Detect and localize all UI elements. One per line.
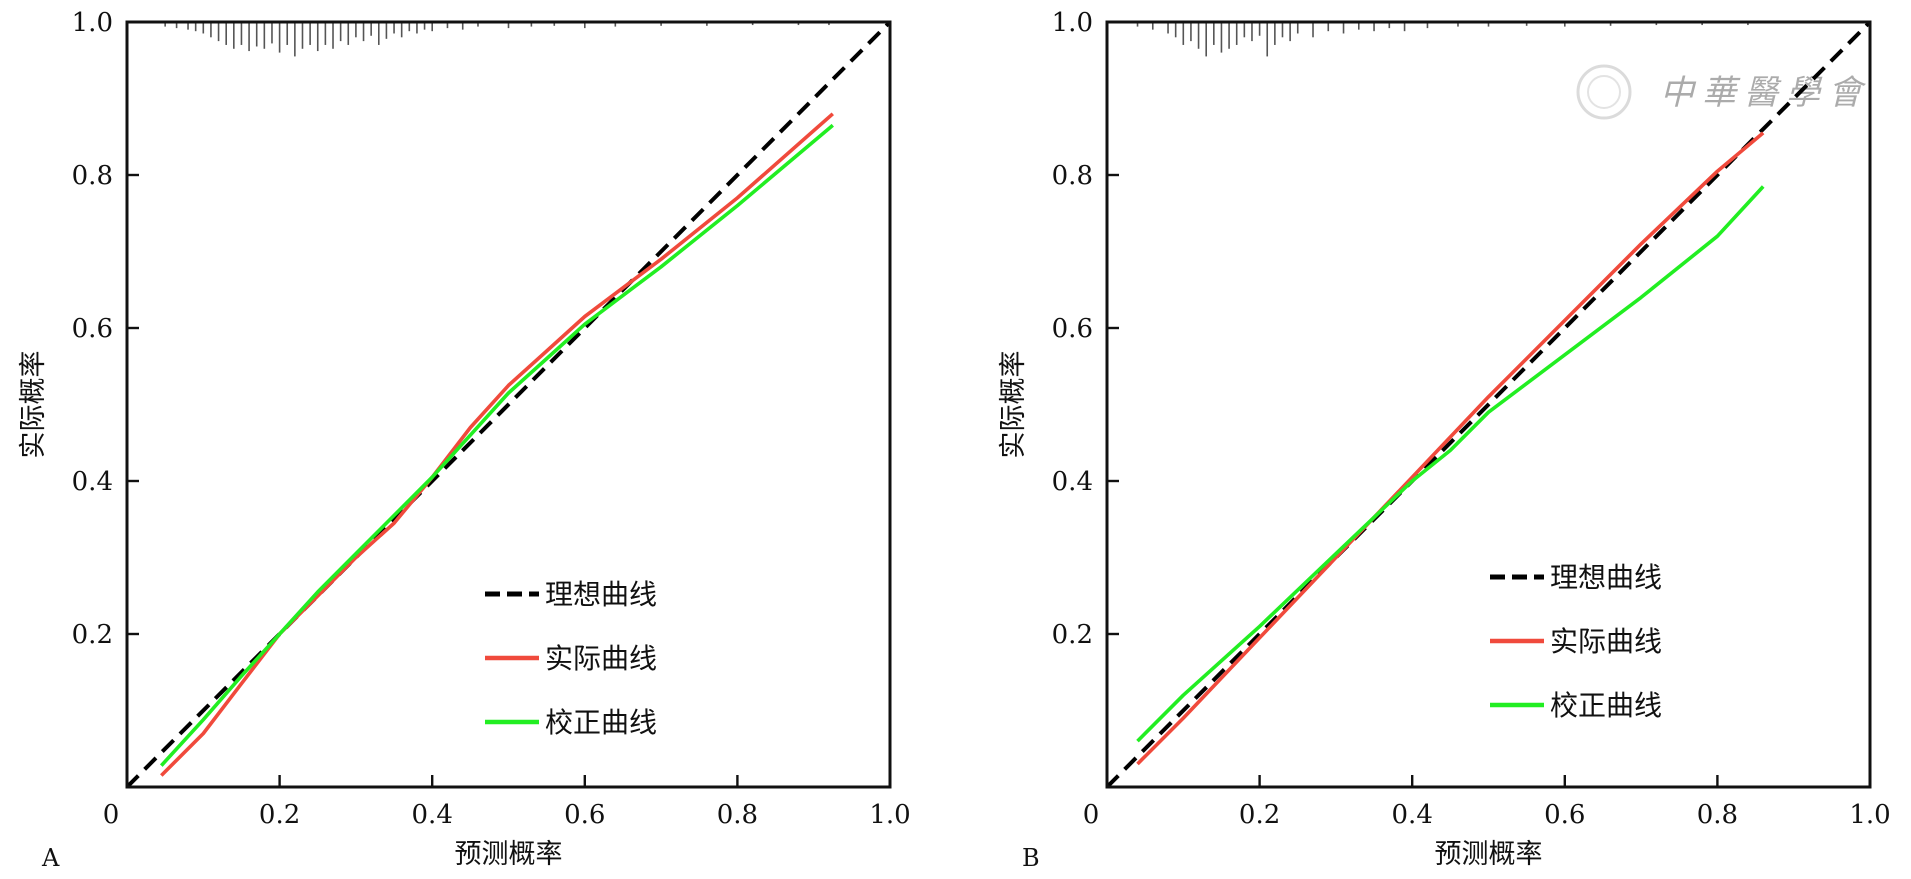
- watermark-seal-icon: [1576, 64, 1632, 120]
- x-axis-label: 预测概率: [1435, 839, 1543, 870]
- panel-label: B: [1022, 844, 1040, 872]
- y-tick-label: 0.8: [1052, 161, 1093, 191]
- y-tick-label: 0.6: [1052, 314, 1093, 344]
- legend-label: 实际曲线: [1550, 625, 1662, 658]
- legend-label: 实际曲线: [545, 642, 657, 675]
- x-tick-label: 0.2: [259, 800, 300, 830]
- panel-b: 0 0.2 0.4 0.6 0.8 1.0 0.2 0.4 0.6 0.8 1.0 预测概率 实际概率 B…: [998, 8, 1891, 872]
- series-line-calibrated: [159, 123, 834, 767]
- y-axis-label: 实际概率: [18, 351, 49, 459]
- x-tick-label: 0.6: [1544, 800, 1585, 830]
- axes-frame: [1105, 20, 1872, 789]
- plot-area: [127, 22, 890, 787]
- axes-frame: [125, 20, 892, 789]
- x-tick-label: 0.4: [412, 800, 453, 830]
- x-tick-label: 1.0: [869, 800, 910, 830]
- y-tick-label: 1.0: [72, 8, 113, 38]
- y-tick-label: 0.8: [72, 161, 113, 191]
- y-tick-label: 0.4: [72, 467, 113, 497]
- legend-label: 校正曲线: [1550, 689, 1662, 722]
- watermark-text: 中華醫學會: [1660, 73, 1870, 113]
- y-tick-label: 0.6: [72, 314, 113, 344]
- x-tick-label: 1.0: [1849, 800, 1890, 830]
- y-axis-label: 实际概率: [998, 351, 1029, 459]
- x-tick-label: 0.2: [1239, 800, 1280, 830]
- x-tick-label: 0: [103, 800, 120, 830]
- watermark-seal-inner: [1587, 75, 1621, 109]
- y-tick-label: 1.0: [1052, 8, 1093, 38]
- panel-a: 0 0.2 0.4 0.6 0.8 1.0 0.2 0.4 0.6 0.8 1.0 预测概率 实际概率 A…: [18, 8, 911, 872]
- x-axis-label: 预测概率: [455, 839, 563, 870]
- watermark: 中華醫學會: [1576, 64, 1870, 120]
- y-tick-label: 0.4: [1052, 467, 1093, 497]
- x-tick-label: 0.8: [717, 800, 758, 830]
- legend-label: 理想曲线: [1550, 561, 1662, 594]
- panel-label: A: [41, 844, 60, 872]
- x-tick-label: 0: [1083, 800, 1100, 830]
- x-tick-label: 0.6: [564, 800, 605, 830]
- y-tick-label: 0.2: [1052, 620, 1093, 650]
- x-tick-label: 0.8: [1697, 800, 1738, 830]
- series-line-actual: [1136, 131, 1765, 766]
- legend-label: 校正曲线: [545, 706, 657, 739]
- series-line-calibrated: [1136, 185, 1765, 743]
- legend-label: 理想曲线: [545, 578, 657, 611]
- x-tick-label: 0.4: [1392, 800, 1433, 830]
- y-tick-label: 0.2: [72, 620, 113, 650]
- plot-area: [1107, 22, 1870, 787]
